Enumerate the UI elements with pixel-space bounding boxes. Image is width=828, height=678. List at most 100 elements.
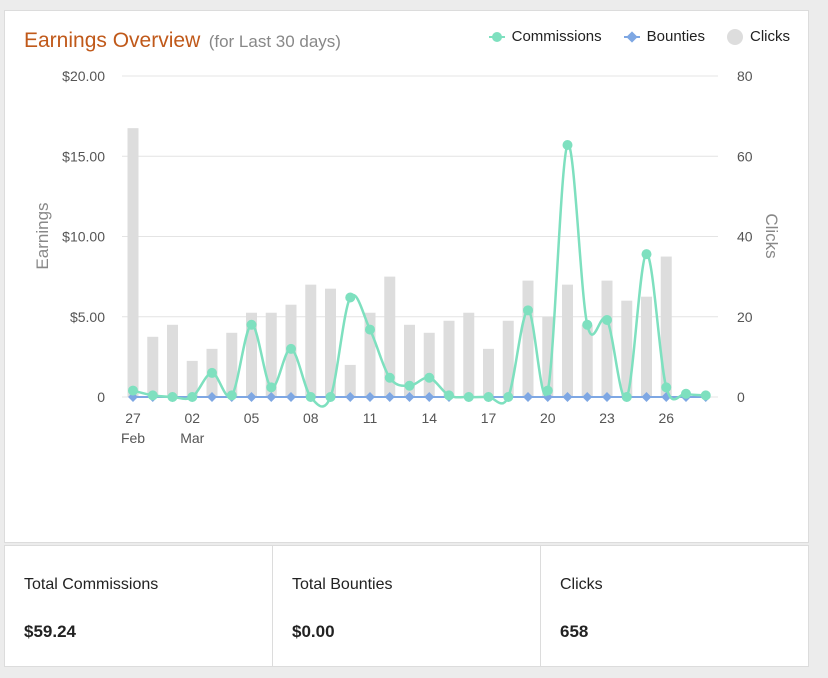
commissions-point xyxy=(463,392,474,402)
commissions-point xyxy=(681,388,691,399)
commissions-point xyxy=(167,392,178,402)
circle-swatch-icon xyxy=(727,28,743,45)
bounties-point xyxy=(582,392,593,402)
x-tick-label: 17 xyxy=(481,410,497,426)
clicks-bar xyxy=(167,324,178,397)
y-tick-label: $10.00 xyxy=(62,229,105,245)
commissions-point xyxy=(582,319,593,330)
commissions-point xyxy=(641,249,652,260)
commissions-point xyxy=(266,382,277,393)
clicks-bar xyxy=(463,312,475,397)
bounties-point xyxy=(523,392,533,402)
clicks-bar xyxy=(325,288,336,397)
bounties-point xyxy=(345,392,356,402)
stat-value: 658 xyxy=(560,622,589,641)
stat-value: $0.00 xyxy=(292,622,335,641)
clicks-bar xyxy=(127,128,139,397)
commissions-point xyxy=(424,372,435,383)
legend-item-commissions[interactable]: Commissions xyxy=(488,28,602,45)
stat-label: Total Commissions xyxy=(24,576,159,593)
legend-item-clicks[interactable]: Clicks xyxy=(727,28,790,45)
chart-title: Earnings Overview xyxy=(24,29,201,52)
clicks-bar xyxy=(147,336,159,397)
clicks-bar xyxy=(641,296,652,397)
commissions-point xyxy=(562,140,573,151)
stat-label: Clicks xyxy=(560,576,603,593)
legend-label-bounties: Bounties xyxy=(646,28,705,45)
diamond-marker-icon xyxy=(623,29,640,45)
stat-label: Total Bounties xyxy=(292,576,393,593)
clicks-bar xyxy=(502,320,514,397)
commissions-point xyxy=(187,392,198,402)
x-tick-month-label: Mar xyxy=(180,430,204,446)
chart-header: Earnings Overview (for Last 30 days) xyxy=(24,29,341,53)
clicks-bar xyxy=(384,276,396,397)
bounties-point xyxy=(384,392,395,402)
commissions-point xyxy=(503,392,514,402)
commissions-line xyxy=(132,143,706,408)
y2-tick-label: 0 xyxy=(737,389,745,405)
bounties-point xyxy=(266,392,277,402)
x-tick-month-label: Feb xyxy=(121,430,145,446)
y-axis-title: Earnings xyxy=(33,202,52,269)
earnings-chart: $20.00$15.00$10.00$5.000806040200Earning… xyxy=(33,68,781,446)
legend-item-bounties[interactable]: Bounties xyxy=(623,28,705,45)
commissions-point xyxy=(444,390,454,401)
commissions-point xyxy=(286,343,296,354)
commissions-point xyxy=(542,385,553,396)
commissions-point xyxy=(700,390,711,401)
x-tick-label: 20 xyxy=(540,410,556,426)
y2-tick-label: 40 xyxy=(737,229,753,245)
summary-stats: Total Commissions $59.24 Total Bounties … xyxy=(4,545,809,667)
x-tick-label: 05 xyxy=(244,410,260,426)
x-tick-label: 08 xyxy=(303,410,319,426)
bounties-point xyxy=(207,392,217,402)
commissions-point xyxy=(305,392,316,402)
clicks-bar xyxy=(423,332,435,397)
commissions-point xyxy=(207,367,217,378)
y-tick-label: $5.00 xyxy=(70,309,105,325)
y2-axis-title: Clicks xyxy=(762,213,781,258)
y-tick-label: $15.00 xyxy=(62,148,105,164)
x-tick-label: 27 xyxy=(125,410,141,426)
bounties-point xyxy=(246,392,257,402)
commissions-point xyxy=(325,392,336,402)
commissions-point xyxy=(523,305,533,316)
x-tick-label: 23 xyxy=(599,410,615,426)
stat-value: $59.24 xyxy=(24,622,76,641)
clicks-bar xyxy=(621,300,633,397)
chart-subtitle: (for Last 30 days) xyxy=(208,32,341,51)
chart-legend: Commissions Bounties Clicks xyxy=(488,28,790,45)
commissions-point xyxy=(365,324,375,335)
clicks-bar xyxy=(305,284,317,397)
clicks-bar xyxy=(660,256,672,397)
y2-tick-label: 80 xyxy=(737,68,753,84)
stat-clicks: Clicks 658 xyxy=(541,546,808,666)
clicks-bar xyxy=(364,312,376,397)
clicks-bar xyxy=(226,332,238,397)
bounties-point xyxy=(562,392,573,402)
clicks-bar xyxy=(522,280,534,397)
x-tick-label: 11 xyxy=(363,410,378,426)
clicks-bar xyxy=(483,348,494,397)
commissions-point xyxy=(345,292,356,303)
bounties-point xyxy=(286,392,296,402)
commissions-point xyxy=(661,382,672,393)
commissions-point xyxy=(147,390,158,401)
clicks-bar xyxy=(601,280,613,397)
commissions-point xyxy=(404,380,415,391)
clicks-bar xyxy=(443,320,455,397)
x-tick-label: 26 xyxy=(658,410,674,426)
commissions-point xyxy=(384,372,395,383)
clicks-bar xyxy=(562,284,573,397)
legend-label-commissions: Commissions xyxy=(511,28,602,45)
clicks-bar xyxy=(246,312,257,397)
bounties-point xyxy=(602,392,612,402)
commissions-point xyxy=(621,392,632,402)
y-tick-label: 0 xyxy=(97,389,105,405)
stat-total-bounties: Total Bounties $0.00 xyxy=(273,546,541,666)
clicks-bar xyxy=(404,324,415,397)
clicks-bar xyxy=(344,364,356,397)
clicks-bar xyxy=(581,324,593,397)
commissions-point xyxy=(246,319,257,330)
